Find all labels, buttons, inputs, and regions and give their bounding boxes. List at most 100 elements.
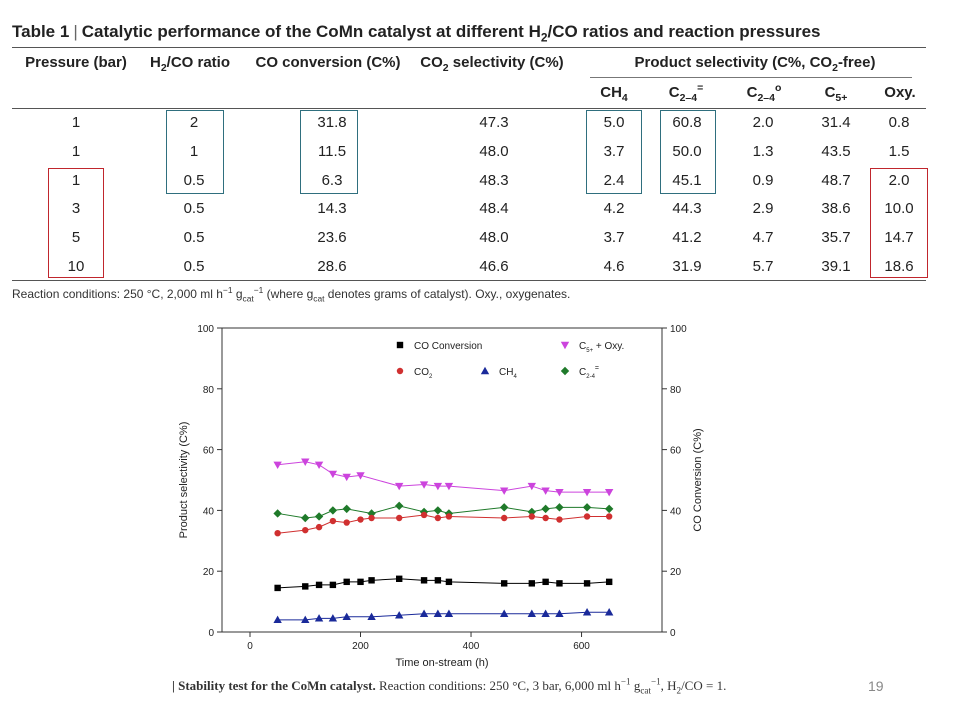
cell-oxy: 18.6 — [884, 258, 914, 275]
series-line — [277, 611, 610, 621]
cell-c24-ane: 2.0 — [752, 114, 774, 131]
data-point-triangle-up — [419, 609, 429, 617]
legend-label: C2-4= — [579, 365, 599, 380]
table-title-separator: | — [73, 22, 78, 41]
data-point-square — [445, 578, 453, 586]
data-point-diamond — [604, 504, 614, 514]
y-tick-label: 0 — [208, 628, 214, 639]
legend-label: C5+ + Oxy. — [579, 341, 624, 354]
cell-co2-sel: 48.4 — [479, 200, 509, 218]
y2-tick-label: 80 — [670, 385, 682, 396]
data-point-square — [395, 575, 403, 582]
data-point-triangle-down — [555, 488, 564, 497]
data-point-diamond — [560, 366, 570, 376]
data-point-diamond — [499, 503, 509, 512]
x-tick-label: 400 — [463, 641, 480, 652]
data-point-triangle-up — [273, 615, 282, 624]
cell-c24-ane: 1.3 — [752, 142, 774, 160]
highlight-box-pressure — [48, 168, 104, 278]
cell-co2-sel: 46.6 — [479, 258, 509, 275]
data-point-diamond — [342, 504, 351, 514]
cell-c5: 35.7 — [821, 229, 851, 247]
data-point-triangle-up — [394, 611, 404, 619]
data-point-square — [542, 578, 549, 586]
table-header-rule — [12, 108, 926, 109]
header-ch4: CH4 — [600, 84, 628, 104]
data-point-triangle-down — [419, 481, 429, 489]
cell-oxy: 10.0 — [884, 200, 914, 218]
y2-axis-label: CO Conversion (C%) — [692, 428, 704, 531]
data-point-triangle-down — [433, 482, 443, 491]
data-point-circle — [528, 513, 536, 520]
y2-tick-label: 20 — [670, 567, 682, 578]
data-point-square — [302, 583, 309, 590]
cell-c24-ene: 44.3 — [672, 200, 702, 218]
series-co2 — [274, 511, 613, 537]
table-footnote: Reaction conditions: 250 °C, 2,000 ml h−… — [12, 285, 571, 304]
data-point-diamond — [433, 506, 443, 515]
cell-co2-sel: 48.0 — [479, 142, 509, 160]
data-point-circle — [420, 511, 428, 519]
cell-co-conv: 11.5 — [317, 142, 347, 160]
cell-c5: 43.5 — [821, 142, 851, 160]
data-point-triangle-up — [555, 609, 564, 617]
y-tick-label: 100 — [197, 324, 214, 335]
header-product-selectivity: Product selectivity (C%, CO2-free) — [634, 54, 876, 74]
data-point-circle — [368, 514, 375, 522]
data-point-triangle-up — [527, 609, 537, 617]
data-point-diamond — [394, 501, 404, 511]
data-point-diamond — [527, 507, 537, 517]
data-point-square — [274, 584, 281, 592]
cell-ratio: 0.5 — [183, 171, 205, 189]
data-point-triangle-down — [273, 461, 282, 469]
data-point-circle — [605, 513, 613, 520]
data-point-diamond — [273, 509, 282, 518]
data-point-diamond — [541, 504, 550, 514]
data-point-square — [357, 578, 364, 586]
data-point-triangle-up — [367, 612, 376, 620]
data-point-triangle-up — [480, 366, 490, 375]
data-point-square — [368, 577, 375, 584]
cell-pressure: 1 — [71, 114, 81, 131]
data-point-triangle-down — [560, 341, 570, 350]
data-point-diamond — [328, 506, 338, 515]
cell-co2-sel: 48.3 — [479, 171, 509, 189]
page-number: 19 — [868, 678, 884, 694]
plot-frame — [221, 327, 663, 633]
cell-c24-ane: 4.7 — [752, 229, 774, 247]
cell-pressure: 1 — [71, 142, 81, 160]
data-point-square — [343, 578, 350, 586]
data-point-triangle-up — [342, 612, 351, 620]
y-tick-label: 40 — [203, 506, 215, 517]
data-point-triangle-down — [356, 472, 365, 480]
header-pressure: Pressure (bar) — [25, 54, 127, 71]
data-point-triangle-up — [433, 609, 443, 617]
header-co-conversion: CO conversion (C%) — [255, 54, 401, 71]
data-point-circle — [329, 517, 337, 525]
cell-c24-ane: 2.9 — [752, 200, 774, 218]
data-point-triangle-up — [328, 614, 338, 622]
cell-c24-ene: 41.2 — [672, 229, 702, 247]
data-point-triangle-up — [444, 609, 454, 617]
cell-oxy: 2.0 — [888, 171, 910, 189]
y-tick-label: 20 — [203, 567, 215, 578]
cell-c24-ene: 31.9 — [672, 258, 702, 275]
data-point-square — [500, 580, 508, 587]
data-point-diamond — [555, 503, 564, 512]
legend-label: CO2 — [414, 367, 433, 380]
cell-co-conv: 23.6 — [317, 229, 347, 247]
cell-pressure: 3 — [71, 200, 81, 218]
data-point-diamond — [582, 503, 592, 512]
data-point-circle — [542, 514, 549, 522]
cell-oxy: 14.7 — [884, 229, 914, 247]
cell-ch4: 4.6 — [603, 258, 625, 275]
data-point-diamond — [367, 509, 376, 518]
data-point-triangle-down — [394, 482, 404, 491]
cell-c24-ane: 5.7 — [752, 258, 774, 275]
highlight-box-ch4 — [586, 110, 642, 194]
series-c5-oxy- — [273, 458, 614, 497]
y2-tick-label: 100 — [670, 324, 687, 335]
data-point-triangle-down — [314, 461, 324, 469]
data-point-triangle-down — [328, 470, 338, 479]
